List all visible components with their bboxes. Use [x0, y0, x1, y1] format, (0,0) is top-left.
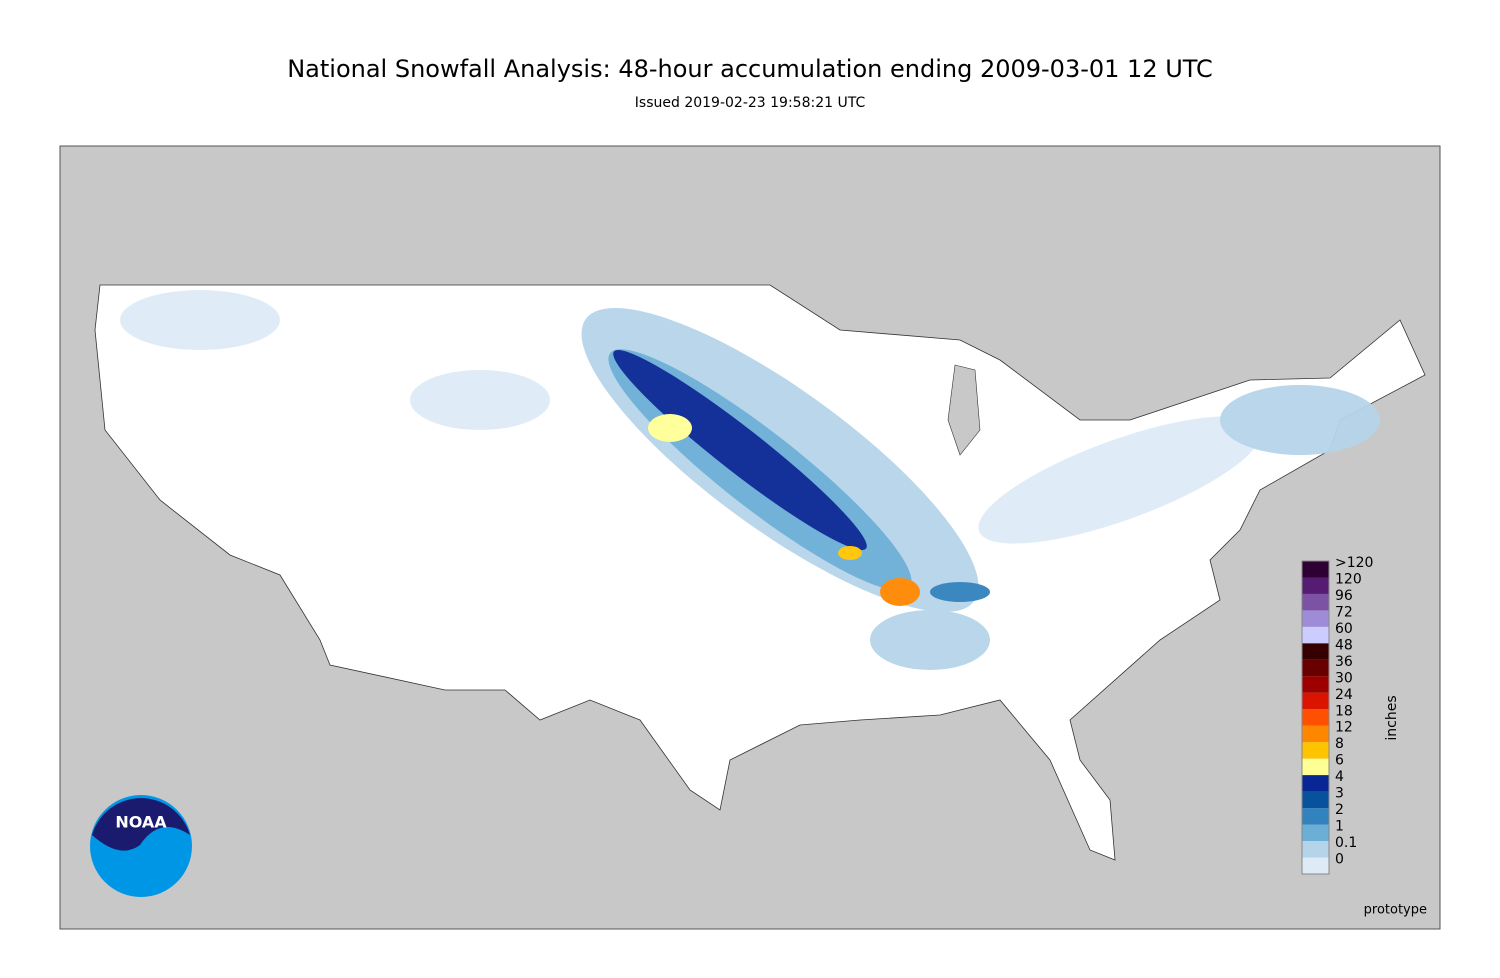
legend-swatch: [1302, 775, 1329, 792]
legend-label: 60: [1335, 621, 1353, 637]
legend-swatch: [1302, 610, 1329, 627]
legend-swatch: [1302, 791, 1329, 809]
legend-swatch: [1302, 593, 1329, 611]
snow-area: [648, 414, 692, 442]
legend-swatch: [1302, 577, 1329, 594]
legend-swatch: [1302, 561, 1329, 578]
snow-area: [838, 546, 862, 560]
legend-label: 24: [1335, 687, 1353, 703]
legend-label: 72: [1335, 604, 1353, 620]
legend-label: 8: [1335, 736, 1344, 752]
legend-swatch: [1302, 659, 1329, 677]
legend-label: 120: [1335, 571, 1362, 587]
legend-label: >120: [1335, 555, 1373, 571]
snow-area: [410, 370, 550, 430]
legend-swatch: [1302, 841, 1329, 858]
legend-swatch: [1302, 626, 1329, 644]
logo-text: NOAA: [115, 813, 167, 832]
map: NOAA >1201209672604836302418128643210.10…: [59, 145, 1441, 930]
snow-area: [930, 582, 990, 602]
snow-area: [613, 349, 867, 551]
subtitle: Issued 2019-02-23 19:58:21 UTC: [635, 95, 866, 111]
legend-swatch: [1302, 808, 1329, 825]
snow-area: [880, 578, 920, 606]
legend-label: 36: [1335, 654, 1353, 670]
legend-label: 4: [1335, 769, 1344, 785]
snowfall: [120, 290, 1380, 670]
legend-unit: inches: [1384, 695, 1400, 740]
legend-label: 12: [1335, 720, 1353, 736]
snow-area: [978, 416, 1262, 544]
legend-label: 96: [1335, 588, 1353, 604]
legend-label: 0.1: [1335, 835, 1357, 851]
note: prototype: [1364, 903, 1427, 918]
legend-label: 30: [1335, 670, 1353, 686]
legend-label: 18: [1335, 703, 1353, 719]
legend-swatch: [1302, 742, 1329, 759]
legend-swatch: [1302, 709, 1329, 726]
lake-michigan: [947, 364, 981, 456]
legend-label: 3: [1335, 786, 1344, 802]
legend-label: 0: [1335, 852, 1344, 868]
legend-swatch: [1302, 643, 1329, 660]
legend-label: 48: [1335, 637, 1353, 653]
title: National Snowfall Analysis: 48-hour accu…: [287, 55, 1213, 83]
legend-swatch: [1302, 857, 1329, 874]
legend-label: 2: [1335, 802, 1344, 818]
legend-swatch: [1302, 692, 1329, 710]
legend-label: 1: [1335, 819, 1344, 835]
snow-area: [1220, 385, 1380, 455]
legend-border: [1301, 560, 1330, 875]
legend-swatch: [1302, 824, 1329, 842]
snow-area: [870, 610, 990, 670]
legend-swatch: [1302, 725, 1329, 743]
legend-label: 6: [1335, 753, 1344, 769]
legend-swatch: [1302, 758, 1329, 776]
logo-top: [92, 798, 190, 851]
conus: [94, 284, 1426, 861]
legend-swatch: [1302, 676, 1329, 693]
snow-area: [120, 290, 280, 350]
noaa-logo: NOAA: [90, 795, 192, 897]
